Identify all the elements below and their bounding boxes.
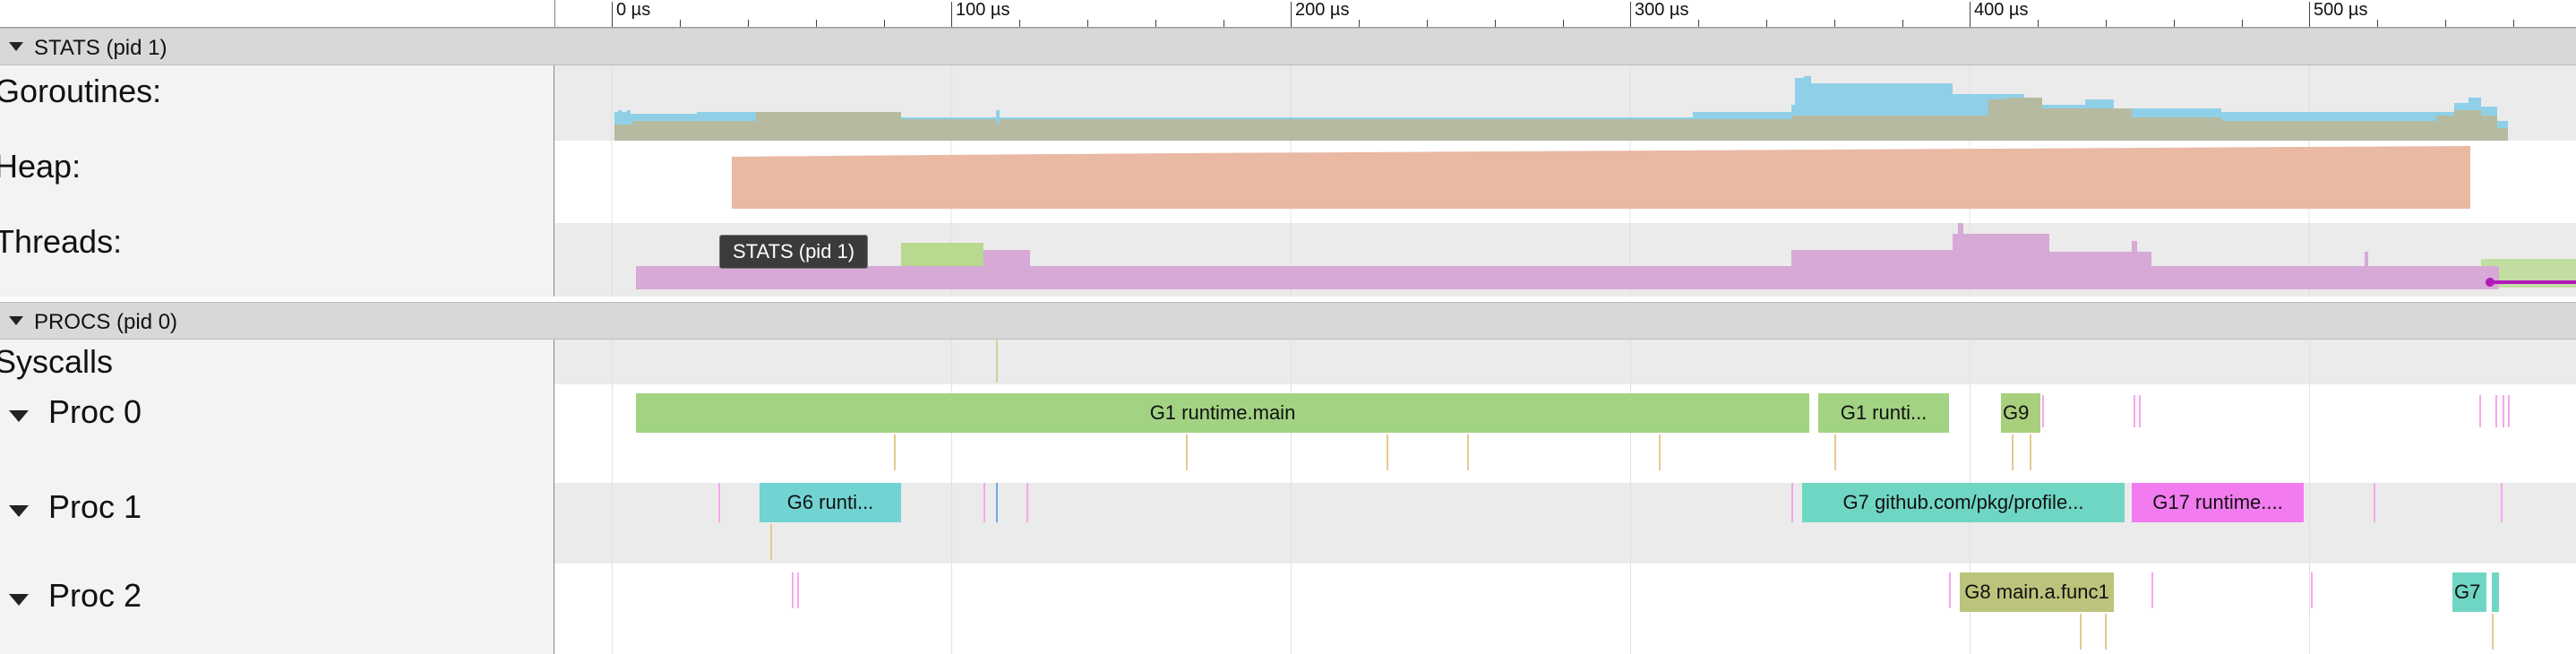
proc2-track[interactable]: G8 main.a.func1 G7 (555, 564, 2576, 654)
goroutines-counter-chart (611, 65, 2508, 141)
track-row-proc2[interactable]: Proc 2 G8 main.a.func1 G7 (0, 564, 2576, 654)
slice-g7-github-profile[interactable]: G7 github.com/pkg/profile... (1802, 483, 2125, 522)
tick-label-400: 400 µs (1974, 0, 2029, 20)
goroutines-track[interactable] (555, 65, 2576, 141)
collapse-triangle-icon[interactable] (9, 42, 23, 51)
heap-counter-chart (611, 141, 2470, 223)
slice-g17-runtime[interactable]: G17 runtime.... (2132, 483, 2304, 522)
track-label-proc1: Proc 1 (48, 488, 142, 525)
track-label-area: Proc 2 (0, 564, 554, 654)
threads-track[interactable] (555, 223, 2576, 297)
group-header-procs[interactable]: PROCS (pid 0) (0, 302, 2576, 340)
heap-track[interactable] (555, 141, 2576, 223)
slice-g7-proc2[interactable]: G7 (2452, 572, 2486, 612)
group-header-stats[interactable]: STATS (pid 1) (0, 28, 2576, 65)
proc0-track[interactable]: G1 runtime.main G1 runti... G9 (555, 384, 2576, 483)
track-label-area: Proc 0 (0, 384, 554, 483)
track-label-area: Syscalls (0, 340, 554, 384)
counter-row-heap[interactable]: Heap: (0, 141, 2576, 223)
track-label-area: Proc 1 (0, 483, 554, 564)
threads-counter-chart (611, 223, 2576, 297)
time-ruler[interactable]: 0 µs 100 µs 200 µs 300 µs 400 µs 500 µs (0, 0, 2576, 28)
slice-g7-small[interactable] (2492, 572, 2499, 612)
track-label-proc2: Proc 2 (48, 577, 142, 614)
counter-row-goroutines[interactable]: Goroutines: (0, 65, 2576, 141)
track-label-proc0: Proc 0 (48, 393, 142, 430)
slice-g9[interactable]: G9 (2001, 393, 2040, 433)
tick-label-200: 200 µs (1295, 0, 1350, 20)
counter-label-threads: Threads: (0, 223, 123, 260)
track-row-proc1[interactable]: Proc 1 G6 runti... G7 github.com/pkg/pro… (0, 483, 2576, 564)
group-title-stats: STATS (pid 1) (34, 36, 167, 60)
slice-g8-main-a-func1[interactable]: G8 main.a.func1 (1960, 572, 2114, 612)
syscalls-track[interactable] (555, 340, 2576, 384)
track-row-syscalls[interactable]: Syscalls (0, 340, 2576, 384)
group-title-procs: PROCS (pid 0) (34, 310, 178, 334)
track-label-syscalls: Syscalls (0, 343, 114, 380)
counter-row-threads[interactable]: Threads: (0, 223, 2576, 297)
slice-g1-runtime-main[interactable]: G1 runtime.main (636, 393, 1809, 433)
tick-label-300: 300 µs (1635, 0, 1689, 20)
counter-label-area: Heap: (0, 141, 554, 223)
counter-label-goroutines: Goroutines: (0, 73, 162, 109)
slice-g1-runtime[interactable]: G1 runti... (1818, 393, 1949, 433)
expand-triangle-icon[interactable] (9, 410, 29, 422)
slice-g6-runtime[interactable]: G6 runti... (760, 483, 901, 522)
counter-label-area: Threads: (0, 223, 554, 297)
track-row-proc0[interactable]: Proc 0 G1 runtime.main G1 runti... G9 (0, 384, 2576, 483)
tick-label-0: 0 µs (616, 0, 651, 20)
expand-triangle-icon[interactable] (9, 594, 29, 606)
proc1-track[interactable]: G6 runti... G7 github.com/pkg/profile...… (555, 483, 2576, 564)
collapse-triangle-icon[interactable] (9, 316, 23, 325)
tick-label-100: 100 µs (956, 0, 1010, 20)
syscall-mark[interactable] (996, 340, 998, 383)
tick-label-500: 500 µs (2314, 0, 2368, 20)
counter-label-heap: Heap: (0, 148, 82, 185)
hover-tooltip: STATS (pid 1) (719, 235, 869, 269)
expand-triangle-icon[interactable] (9, 505, 29, 517)
counter-label-area: Goroutines: (0, 65, 554, 141)
ruler-spacer (0, 0, 555, 27)
